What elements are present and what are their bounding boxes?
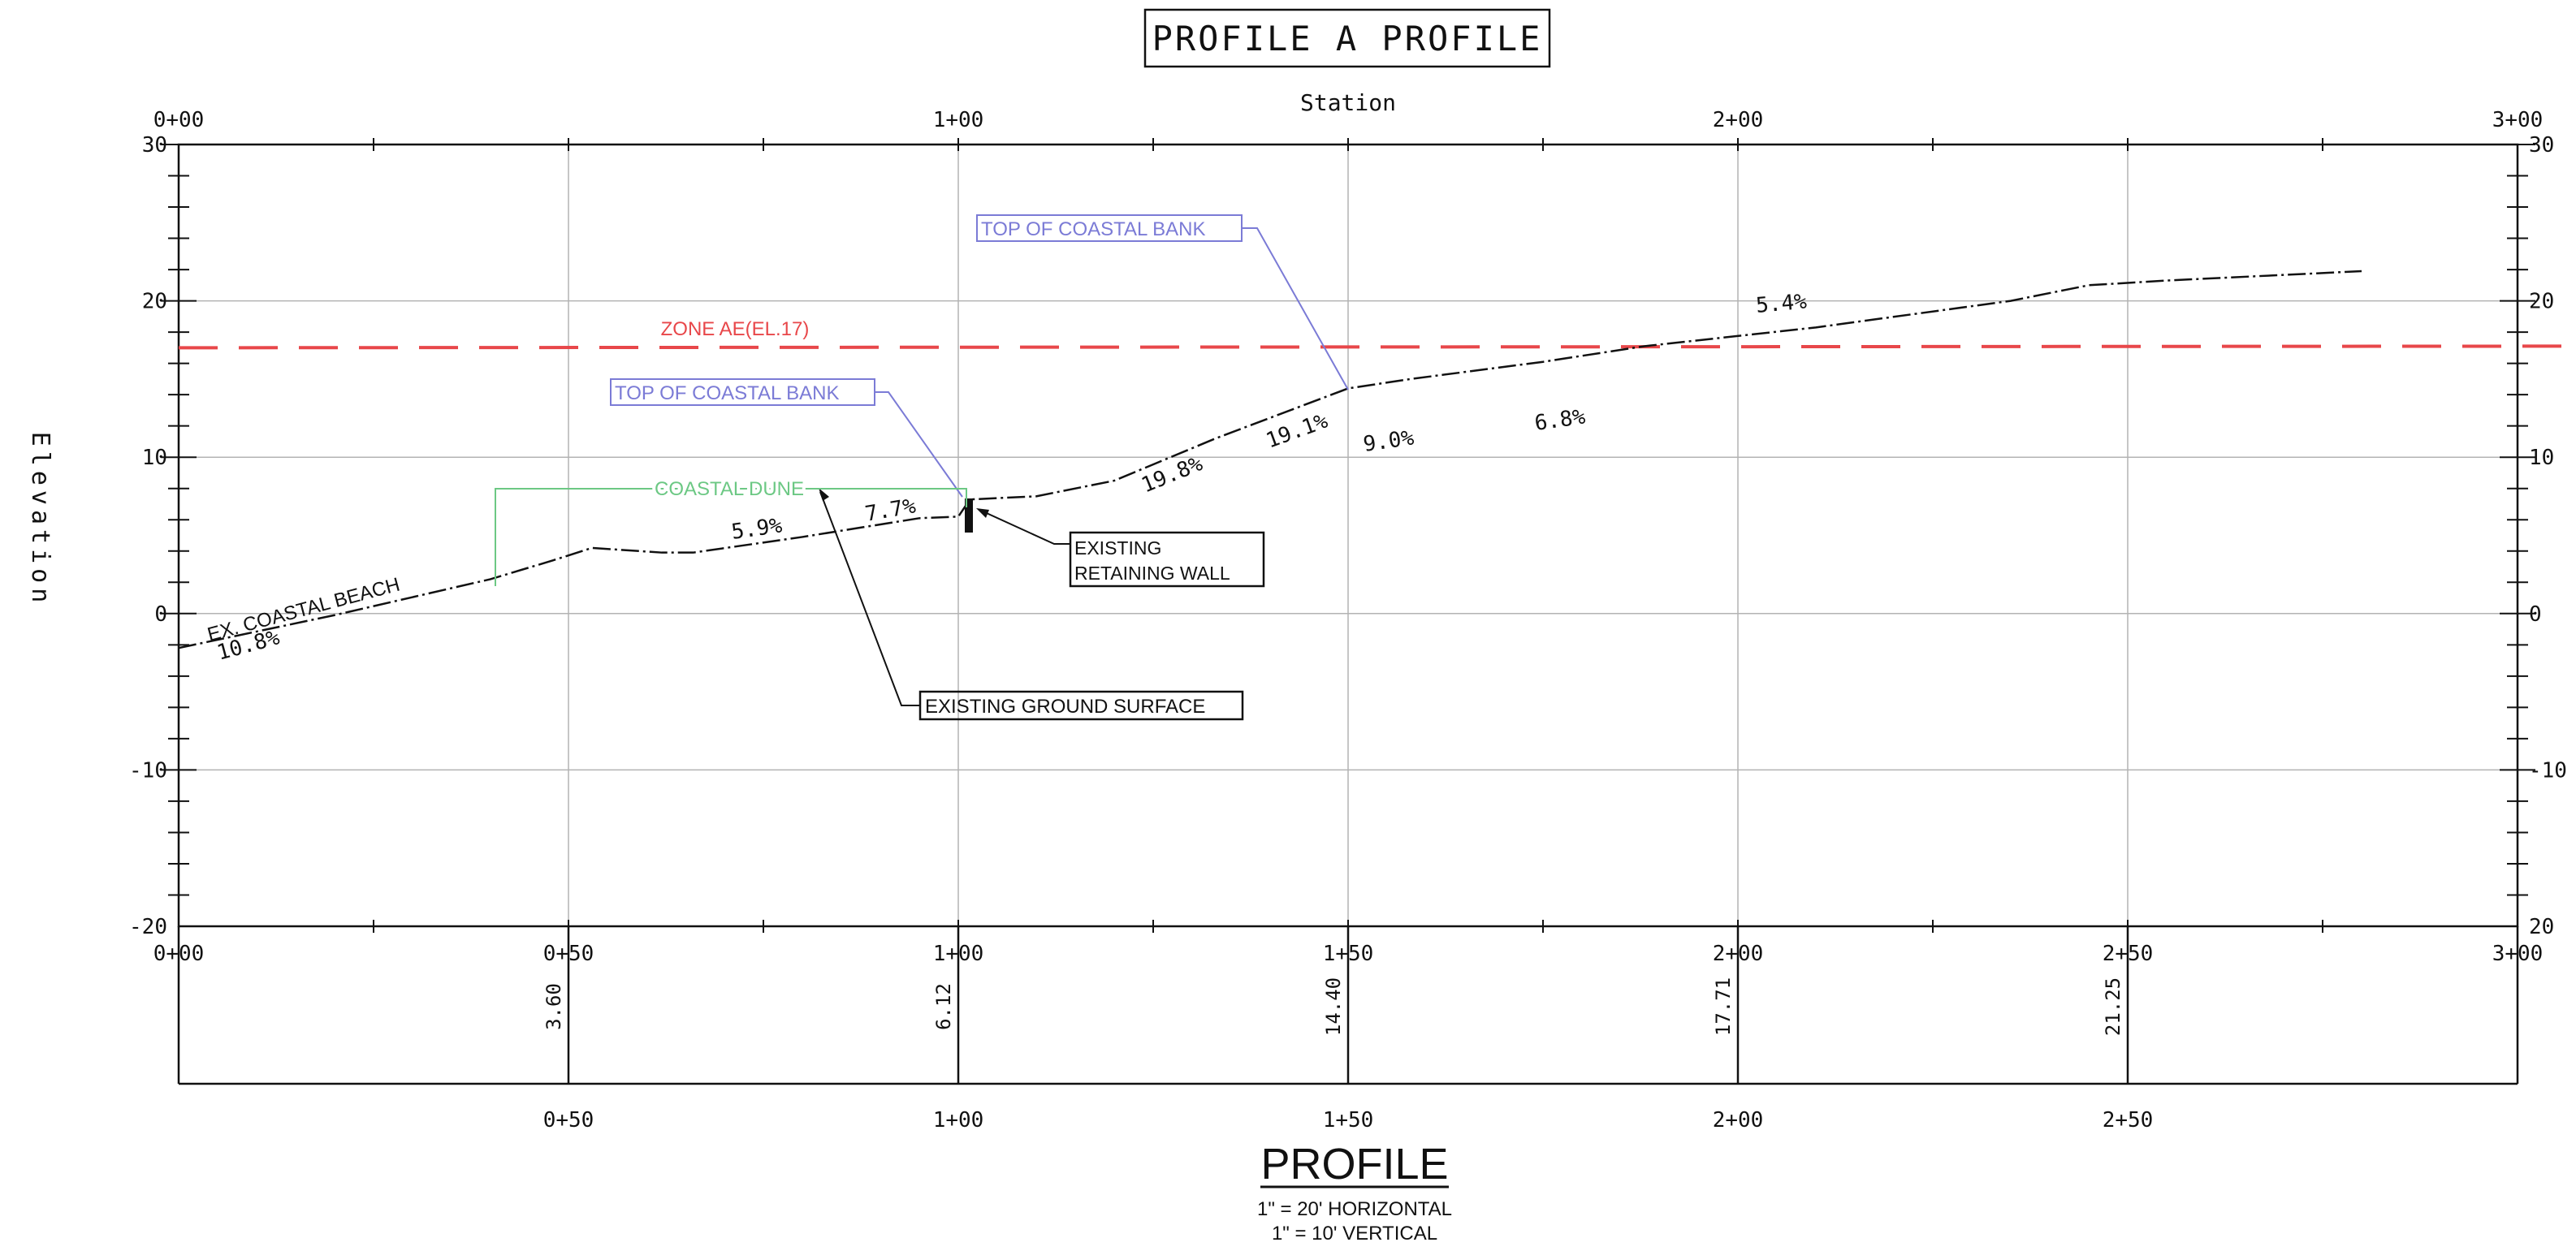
station-axis-label: Station: [1300, 89, 1396, 116]
retaining-wall-label-line2: RETAINING WALL: [1074, 563, 1230, 584]
slope-label: 19.8%: [1138, 451, 1206, 498]
elevation-tick-label-left: -20: [129, 915, 167, 939]
title-box: [1143, 8, 1551, 68]
band-station-label: 1+00: [933, 1108, 984, 1132]
slope-label: 6.8%: [1533, 404, 1588, 435]
slope-label: 7.7%: [863, 494, 918, 526]
band-station-label: 2+00: [1713, 1108, 1764, 1132]
svg-text:Elevation: Elevation: [26, 432, 54, 608]
elevation-tick-label-right: 30: [2529, 133, 2554, 157]
elevation-tick-label-left: 10: [142, 446, 167, 470]
top-bank-leader-upper: [1242, 227, 1349, 390]
elevation-tick-label-right: 0: [2529, 602, 2542, 627]
coastal-dune-bracket: [495, 488, 967, 586]
elevation-tick-label-right: -10: [2529, 758, 2567, 783]
ground-surface-label: EXISTING GROUND SURFACE: [925, 696, 1205, 718]
elevation-tick-label-right: 20: [2529, 915, 2554, 939]
elevation-tick-label-right: 20: [2529, 290, 2554, 314]
band-elevation-value: 21.25: [2102, 977, 2124, 1036]
top-station-label: 1+00: [933, 108, 984, 132]
elevation-axis-label: Elevation: [26, 432, 54, 608]
retaining-wall-callout-box: [1069, 531, 1265, 588]
elevation-tick-label-left: 30: [142, 133, 167, 157]
elevation-tick-label-left: -10: [129, 758, 167, 783]
profile-title: PROFILE: [1260, 1140, 1448, 1188]
top-station-label: 3+00: [2492, 108, 2544, 132]
slope-label: 5.4%: [1755, 290, 1808, 318]
ground-surface-line: [178, 270, 2362, 649]
beach-label-group: EX. COASTAL BEACH: [205, 574, 403, 646]
retaining-wall-label-line1: EXISTING: [1074, 537, 1161, 559]
axis-ticks: [161, 138, 2535, 933]
band-elevation-value: 17.71: [1712, 977, 1735, 1036]
retaining-wall-arrowhead: [976, 508, 989, 518]
top-station-label: 2+00: [1713, 108, 1764, 132]
ground-surface-arrowhead: [819, 488, 829, 501]
station-data-band: [177, 926, 2519, 1085]
top-bank-label-upper: TOP OF COASTAL BANK: [981, 218, 1206, 240]
coastal-beach-label: EX. COASTAL BEACH: [205, 574, 403, 646]
top-bank-label-lower: TOP OF COASTAL BANK: [615, 382, 840, 404]
zone-ae-line: [178, 344, 2576, 350]
zone-ae-label: ZONE AE(EL.17): [661, 318, 810, 340]
band-elevation-value: 6.12: [932, 983, 955, 1030]
scale-horizontal: 1" = 20' HORIZONTAL: [1257, 1198, 1452, 1220]
coastal-dune-label: COASTAL DUNE: [655, 478, 804, 500]
band-station-label: 2+50: [2103, 1108, 2154, 1132]
band-elevation-value: 14.40: [1322, 977, 1345, 1036]
slope-label: 19.1%: [1263, 408, 1331, 453]
top-bank-leader-lower: [875, 391, 963, 498]
ground-surface-leader: [819, 491, 920, 706]
slope-label: 9.0%: [1362, 425, 1416, 456]
elevation-tick-label-right: 10: [2529, 446, 2554, 470]
retaining-wall-leader: [979, 509, 1070, 545]
sheet-title: PROFILE A PROFILE: [1152, 19, 1543, 58]
scale-vertical: 1" = 10' VERTICAL: [1272, 1223, 1437, 1245]
top-station-label: 0+00: [153, 108, 205, 132]
retaining-wall-marker: [965, 498, 973, 533]
elevation-tick-label-left: 0: [154, 602, 167, 627]
band-station-label: 1+50: [1323, 1108, 1374, 1132]
grid: [179, 145, 2518, 926]
elevation-tick-label-left: 20: [142, 290, 167, 314]
band-elevation-value: 3.60: [542, 983, 565, 1030]
band-station-label: 0+50: [543, 1108, 594, 1132]
